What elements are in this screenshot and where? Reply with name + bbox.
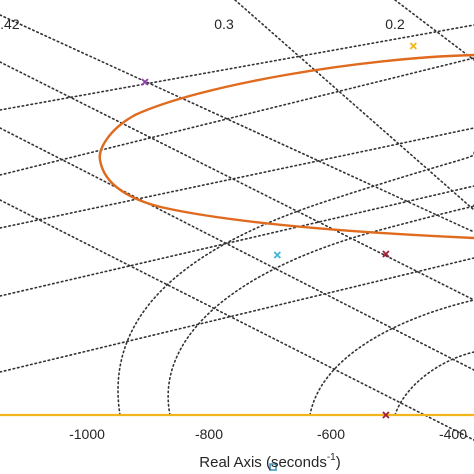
grid-line-2 — [0, 127, 474, 229]
grid-line-13 — [309, 299, 474, 416]
root-locus-curves — [0, 53, 474, 417]
grid-line-7 — [0, 127, 474, 371]
grid-line-5 — [0, 14, 474, 233]
pole-marker-5 — [382, 411, 390, 419]
grid-line-3 — [0, 185, 474, 297]
grid-line-14 — [394, 351, 474, 416]
grid-line-4 — [0, 257, 474, 373]
pole-marker-6 — [269, 463, 277, 471]
grid-line-12 — [167, 204, 474, 416]
grid-line-10 — [394, 0, 474, 61]
grid-line-0 — [0, 24, 474, 111]
x-tick-label-3: -400 — [439, 426, 467, 442]
root-locus-branch — [98, 53, 474, 240]
pole-marker-3 — [409, 42, 417, 50]
damping-label-2: 0.2 — [385, 16, 405, 32]
x-tick-label-2: -600 — [317, 426, 345, 442]
pole-marker-1 — [273, 251, 281, 259]
x-tick-label-1: -800 — [195, 426, 223, 442]
pole-marker-2 — [382, 250, 390, 258]
grid-line-9 — [234, 0, 474, 211]
damping-label-1: 0.3 — [214, 16, 234, 32]
x-tick-label-0: -1000 — [69, 426, 105, 442]
grid-line-11 — [117, 149, 474, 416]
pole-marker-0 — [141, 78, 149, 86]
grid-line-1 — [0, 57, 474, 176]
pole-markers — [141, 42, 417, 471]
x-axis-ticks: -1000 -800 -600 -400 — [69, 426, 467, 442]
damping-labels: 0.42 0.3 0.2 — [0, 16, 405, 32]
grid-line-8 — [0, 199, 474, 441]
damping-label-0: 0.42 — [0, 16, 20, 32]
grid-lines — [0, 0, 474, 441]
x-axis-title: Real Axis (seconds-1) — [199, 452, 340, 471]
grid-line-6 — [0, 61, 474, 301]
